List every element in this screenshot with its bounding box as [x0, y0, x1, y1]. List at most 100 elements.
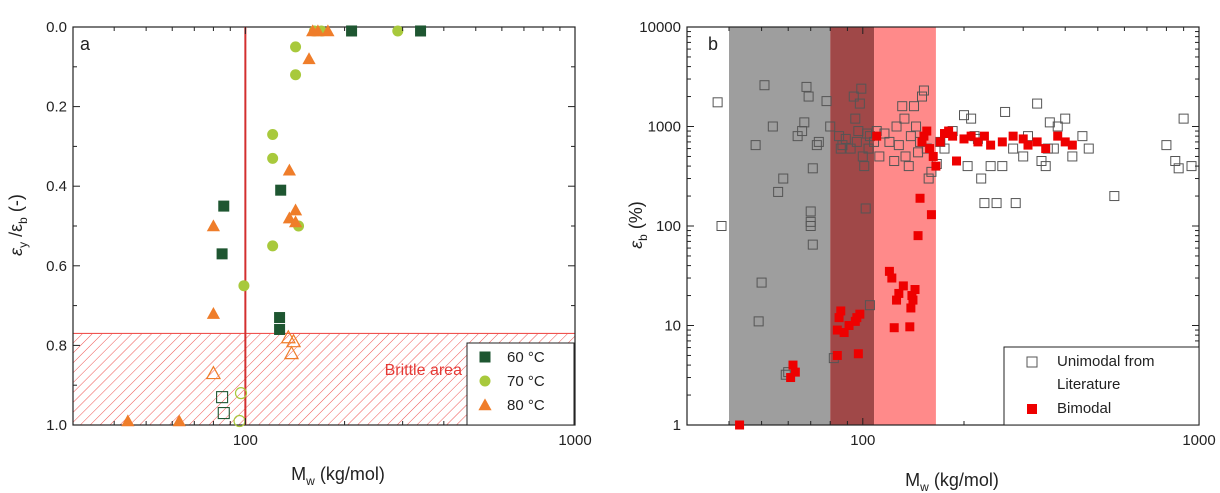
- panel-b-point-unimodal: [756, 277, 767, 288]
- panel-b-ylabel-unit: (%): [626, 201, 646, 234]
- panel-b-point-bimodal: [913, 231, 923, 241]
- panel-b-point-unimodal: [911, 121, 922, 132]
- panel-b-point-unimodal: [1060, 113, 1071, 124]
- panel-a-point: [321, 24, 335, 37]
- panel-b-point-unimodal: [893, 140, 904, 151]
- panel-a-point: [274, 323, 286, 335]
- panel-b-point-unimodal: [918, 85, 929, 96]
- panel-a-point: [282, 211, 296, 224]
- panel-b-point-bimodal: [910, 285, 920, 295]
- panel-a-point-open: [234, 387, 248, 400]
- panel-b-point-unimodal: [1000, 106, 1011, 117]
- panel-a-legend-marker: [479, 351, 491, 363]
- panel-a-ytick-label: 0.4: [46, 178, 67, 195]
- panel-b-xlabel-sub: w: [919, 480, 929, 493]
- panel-b-point-bimodal: [928, 151, 938, 161]
- panel-a-legend-marker: [478, 398, 492, 411]
- panel-b-point-bimodal: [834, 313, 844, 323]
- panel-b-point-unimodal: [1170, 156, 1181, 167]
- panel-b-point-unimodal: [773, 186, 784, 197]
- panel-a-point: [415, 25, 427, 37]
- panel-a-ytick-label: 0.8: [46, 337, 67, 354]
- panel-b-ytick-label: 10: [664, 318, 681, 335]
- panel-b-point-bimodal: [966, 131, 976, 141]
- panel-b-points: [712, 80, 1197, 430]
- panel-b-legend-label-bimodal: Bimodal: [1057, 400, 1111, 417]
- panel-b-point-bimodal: [1067, 140, 1077, 150]
- panel-b-point-unimodal: [897, 101, 908, 112]
- panel-b-point-unimodal: [959, 110, 970, 121]
- panel-b-point-bimodal: [986, 140, 996, 150]
- panel-a-ylabel-b-sub: b: [16, 217, 30, 224]
- panel-a-ylabel-b: /ε: [6, 224, 26, 242]
- panel-b-point-unimodal: [1010, 198, 1021, 209]
- panel-b-point-bimodal: [917, 137, 927, 147]
- panel-a-ytick-label: 0.2: [46, 99, 67, 116]
- panel-b-point-bimodal: [892, 295, 902, 305]
- panel-b-point-bimodal: [836, 306, 846, 316]
- panel-b-point-bimodal: [832, 350, 842, 360]
- panel-b-point-bimodal: [979, 131, 989, 141]
- panel-b-point-unimodal: [1077, 131, 1088, 142]
- panel-b-point-bimodal: [952, 156, 962, 166]
- panel-b-point-unimodal: [759, 80, 770, 91]
- panel-a-ytick-label: 0.6: [46, 258, 67, 275]
- panel-a-legend-label-80: 80 °C: [507, 397, 545, 414]
- panel-b-point-unimodal: [1083, 143, 1094, 154]
- panel-b-y-ticks: 1 10 100 1000 10000: [639, 19, 1199, 434]
- panel-b-point-bimodal: [1060, 137, 1070, 147]
- panel-b-point-unimodal: [1008, 143, 1019, 154]
- panel-b-point-unimodal: [905, 131, 916, 142]
- panel-b-point-unimodal: [799, 117, 810, 128]
- panel-b-legend-label-unimodal-1: Unimodal from: [1057, 353, 1155, 370]
- panel-b-point-unimodal: [966, 113, 977, 124]
- panel-b-point-unimodal: [860, 203, 871, 214]
- panel-a-point: [216, 248, 228, 260]
- panel-b-xtick-label: 1000: [1182, 432, 1215, 449]
- panel-b-legend-marker-bimodal-shape: [1027, 404, 1037, 414]
- panel-a-point: [274, 312, 286, 324]
- panel-a-point: [121, 414, 135, 427]
- panel-b-legend-label-unimodal-2: Literature: [1057, 376, 1120, 393]
- panel-a-legend-label-60: 60 °C: [507, 349, 545, 366]
- panel-b-point-bimodal: [735, 420, 745, 430]
- panel-b-legend-marker-unimodal-shape: [1026, 356, 1038, 368]
- panel-b-point-unimodal: [891, 121, 902, 132]
- panel-b-xlabel-main: M: [905, 470, 920, 490]
- panel-b-point-bimodal: [905, 322, 915, 332]
- panel-b-band-dark: [830, 27, 875, 425]
- panel-b-point-unimodal: [985, 161, 996, 172]
- panel-b-point-unimodal: [1173, 163, 1184, 174]
- panel-a-legend-marker: [479, 375, 491, 387]
- panel-b-point-unimodal: [851, 136, 862, 147]
- panel-b-point-unimodal: [712, 97, 723, 108]
- panel-b-point-unimodal: [908, 101, 919, 112]
- panel-b-point-bimodal: [1023, 140, 1033, 150]
- panel-b-point-bimodal: [925, 144, 935, 154]
- panel-a-xlabel-unit: (kg/mol): [315, 464, 385, 484]
- panel-b-point-unimodal: [976, 173, 987, 184]
- panel-a-point: [267, 152, 279, 164]
- panel-a-legend-marker-60: [479, 351, 491, 363]
- panel-a-point: [238, 280, 250, 292]
- panel-a-point: [172, 414, 186, 427]
- panel-b-point-unimodal: [916, 91, 927, 102]
- panel-a-legend: 60 °C 70 °C 80 °C: [466, 342, 575, 426]
- panel-b-point-bimodal: [872, 131, 882, 141]
- panel-b-point-bimodal: [1053, 131, 1063, 141]
- panel-a-legend-label-70: 70 °C: [507, 373, 545, 390]
- panel-b-point-unimodal: [854, 98, 865, 109]
- panel-b-point-bimodal: [1041, 144, 1051, 154]
- panel-a-point-open: [205, 365, 222, 380]
- panel-b-point-unimodal: [997, 161, 1008, 172]
- panel-b-point-unimodal: [1048, 143, 1059, 154]
- panel-b-point-bimodal: [948, 131, 958, 141]
- panel-b-ylabel-sub: b: [636, 234, 650, 241]
- panel-b-point-unimodal: [807, 239, 818, 250]
- panel-a: a Brittle area 100 1000 0.0 0.2 0.4 0.6 0.8 1.…: [6, 19, 592, 488]
- panel-b-point-unimodal: [801, 81, 812, 92]
- panel-a-y-ticks: 0.0 0.2 0.4 0.6 0.8 1.0: [46, 19, 575, 434]
- panel-b-ytick-label: 10000: [639, 19, 681, 36]
- panel-b-point-unimodal: [805, 206, 816, 217]
- panel-b-point-unimodal: [1032, 98, 1043, 109]
